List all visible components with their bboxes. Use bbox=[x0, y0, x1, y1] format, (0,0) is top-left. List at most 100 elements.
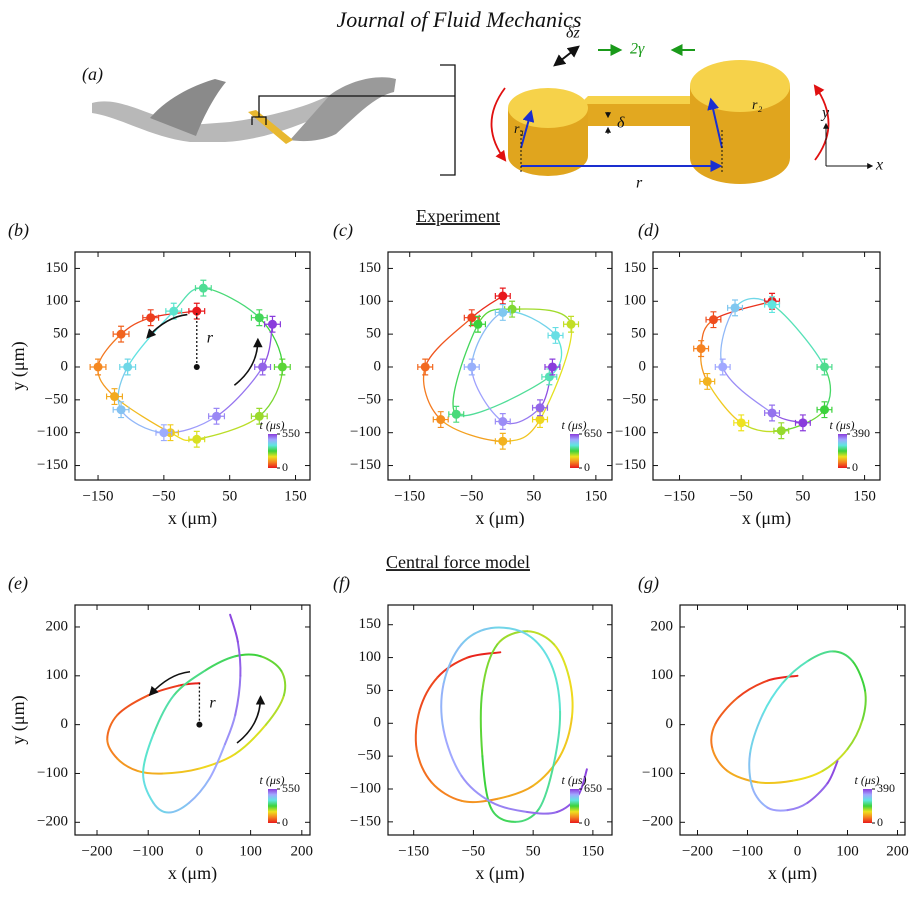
trajectory-segment bbox=[550, 663, 562, 712]
data-point bbox=[116, 329, 126, 339]
trajectory-segment bbox=[177, 682, 201, 687]
y-tick-label: −150 bbox=[615, 457, 646, 473]
colorbar-label: t (μs) bbox=[259, 418, 284, 432]
trajectory-segment bbox=[424, 317, 473, 368]
trajectory-segment bbox=[786, 801, 809, 812]
rotation-arrow bbox=[490, 87, 507, 162]
x-tick-label: 150 bbox=[585, 488, 608, 504]
rotation-arrow bbox=[233, 337, 263, 386]
colorbar bbox=[570, 789, 579, 823]
ribbon-twist bbox=[290, 77, 396, 142]
y-tick-label: 100 bbox=[359, 293, 382, 309]
colorbar-tick-label: 390 bbox=[877, 781, 895, 795]
trajectory-segment bbox=[821, 748, 849, 773]
x-tick-label: 200 bbox=[291, 843, 314, 859]
trajectory-segment bbox=[215, 366, 264, 417]
x-tick-label: 50 bbox=[222, 488, 237, 504]
trajectory-segment bbox=[280, 669, 287, 697]
annotation: r bbox=[207, 330, 214, 347]
diagram-label: r₂ bbox=[752, 98, 762, 113]
data-point bbox=[192, 434, 202, 444]
x-tick-label: −200 bbox=[82, 843, 113, 859]
x-axis-label: x (μm) bbox=[742, 508, 791, 529]
trajectory-segment bbox=[136, 770, 165, 775]
colorbar bbox=[838, 434, 847, 468]
panel-label: (c) bbox=[333, 220, 353, 241]
trajectory-segment bbox=[706, 380, 742, 424]
panel-label: (f) bbox=[333, 573, 350, 594]
colorbar-tick-label: 650 bbox=[584, 781, 602, 795]
panel-label: (b) bbox=[8, 220, 29, 241]
y-tick-label: 150 bbox=[46, 260, 69, 276]
data-point bbox=[819, 362, 829, 372]
y-axis-label: y (μm) bbox=[8, 695, 29, 744]
data-point bbox=[702, 376, 712, 386]
data-point bbox=[498, 307, 508, 317]
colorbar bbox=[570, 434, 579, 468]
connector bbox=[251, 64, 456, 176]
plot-frame bbox=[74, 604, 311, 836]
colorbar-tick-label: 650 bbox=[584, 426, 602, 440]
colorbar-label: t (μs) bbox=[561, 418, 586, 432]
colorbar-tick-label: 0 bbox=[584, 460, 590, 474]
trajectory-segment bbox=[553, 709, 562, 764]
colorbar-tick-label: 0 bbox=[877, 815, 883, 829]
colorbar bbox=[863, 789, 872, 823]
y-tick-label: 150 bbox=[359, 616, 382, 632]
y-tick-label: 0 bbox=[666, 716, 674, 732]
trajectory-segment bbox=[751, 787, 769, 809]
trajectory-segment bbox=[234, 653, 262, 658]
x-tick-label: −200 bbox=[682, 843, 713, 859]
x-tick-label: 100 bbox=[836, 843, 859, 859]
trajectory-segment bbox=[229, 613, 239, 643]
x-tick-label: 50 bbox=[526, 488, 541, 504]
trajectory-segment bbox=[736, 679, 769, 699]
trajectory-segment bbox=[576, 768, 588, 797]
colorbar-label: t (μs) bbox=[561, 773, 586, 787]
trajectory-segment bbox=[106, 713, 119, 741]
annotation: r bbox=[209, 695, 216, 712]
x-tick-label: 150 bbox=[582, 843, 605, 859]
data-point bbox=[254, 411, 264, 421]
trajectory-segment bbox=[490, 626, 529, 636]
trajectory-segment bbox=[831, 650, 854, 663]
panel-label: (a) bbox=[82, 64, 103, 85]
trajectory-segment bbox=[234, 723, 267, 755]
data-point bbox=[467, 313, 477, 323]
ribbon-twist bbox=[150, 79, 226, 136]
plot-frame bbox=[387, 251, 613, 481]
data-point bbox=[498, 291, 508, 301]
trajectory-segment bbox=[722, 366, 773, 414]
trajectory-segment bbox=[846, 718, 864, 751]
trajectory-segment bbox=[442, 643, 463, 685]
trajectory-segment bbox=[264, 694, 285, 726]
diagram-label: y bbox=[820, 105, 830, 122]
diagram-label: x bbox=[875, 157, 883, 174]
x-axis-label: x (μm) bbox=[168, 863, 217, 884]
trajectory-segment bbox=[496, 784, 535, 800]
cylinder-top bbox=[690, 60, 790, 112]
trajectory-segment bbox=[766, 806, 789, 812]
x-tick-label: 0 bbox=[794, 843, 802, 859]
y-tick-label: 0 bbox=[61, 716, 69, 732]
trajectory-segment bbox=[440, 682, 445, 731]
trajectory-segment bbox=[559, 715, 573, 758]
y-tick-label: 50 bbox=[631, 326, 646, 342]
trajectory-segment bbox=[481, 755, 493, 810]
x-tick-label: 50 bbox=[526, 843, 541, 859]
trajectory-segment bbox=[496, 630, 529, 646]
y-tick-label: 0 bbox=[61, 358, 69, 374]
ribbon-slice bbox=[248, 110, 293, 144]
x-tick-label: −100 bbox=[732, 843, 763, 859]
colorbar-tick-label: 390 bbox=[852, 426, 870, 440]
trajectory-segment bbox=[208, 743, 227, 780]
trajectory-segment bbox=[700, 319, 715, 350]
y-tick-label: 100 bbox=[46, 667, 69, 683]
trajectory-segment bbox=[261, 323, 274, 368]
trajectory-segment bbox=[142, 733, 155, 775]
bridge-top bbox=[580, 96, 704, 104]
trajectory-segment bbox=[460, 627, 493, 646]
trajectory-segment bbox=[152, 694, 175, 736]
y-tick-label: −150 bbox=[37, 457, 68, 473]
